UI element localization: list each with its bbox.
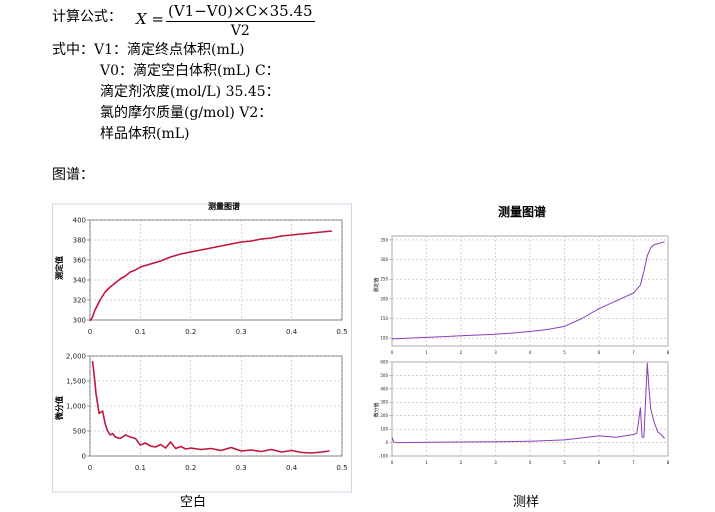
plot-area	[89, 219, 343, 321]
left-bottom-ylabel: 微分值	[54, 396, 64, 421]
x-tick-label: 0.4	[286, 328, 298, 336]
spectrum-label: 图谱：	[52, 167, 94, 183]
x-tick-label: 6	[598, 460, 601, 465]
y-tick-label: 150	[380, 316, 388, 321]
definition-line-4: 氯的摩尔质量(g/mol) V2：	[100, 105, 273, 121]
y-tick-label: 250	[380, 277, 388, 282]
formula-label: 计算公式：	[52, 9, 122, 25]
y-tick-label: 0	[82, 452, 86, 460]
y-tick-label: 320	[73, 296, 86, 304]
y-tick-label: 100	[380, 427, 388, 432]
y-tick-label: 2,000	[66, 352, 86, 360]
x-tick-label: 3	[494, 350, 497, 355]
y-tick-label: 300	[380, 257, 388, 262]
y-tick-label: 300	[73, 316, 86, 324]
x-tick-label: 0	[88, 464, 92, 472]
x-tick-label: 8	[667, 460, 670, 465]
y-tick-label: 360	[73, 256, 86, 264]
right-chart-panel: 测量图谱 测定值 微分值 0 1 2 3 4 5 6 7 8100150200250300350…	[373, 204, 670, 465]
left-chart-panel: 测量图谱 测定值 微分值 0 0.1 0.2 0.3 0.4 0.5 300 320 340 36…	[52, 201, 352, 493]
y-tick-label: 1,500	[66, 377, 86, 385]
y-tick-label: 0	[385, 440, 388, 445]
x-tick-label: 0.5	[336, 328, 347, 336]
y-tick-label: 1,000	[66, 402, 86, 410]
x-tick-label: 2	[460, 460, 463, 465]
y-tick-label: 500	[73, 427, 86, 435]
x-tick-label: 0.4	[286, 464, 298, 472]
y-tick-label: 400	[380, 386, 388, 391]
x-tick-label: 2	[460, 350, 463, 355]
series-line	[89, 230, 332, 322]
right-top-ylabel: 测定值	[373, 277, 380, 292]
right-top-chart: 0 1 2 3 4 5 6 7 8 100 150 200 250 300 350	[380, 235, 670, 355]
definition-line-3: 滴定剂浓度(mol/L) 35.45：	[100, 84, 280, 100]
y-tick-label: 350	[380, 237, 388, 242]
definition-intro: 式中：V1：滴定终点体积(mL)	[52, 42, 245, 58]
y-tick-label: 100	[380, 336, 388, 341]
formula-fraction: (V1−V0)×C×35.45 V2	[166, 2, 315, 39]
x-tick-label: 5	[563, 460, 566, 465]
x-tick-label: 6	[598, 350, 601, 355]
x-tick-label: 0	[88, 328, 92, 336]
x-tick-label: 0.1	[135, 464, 146, 472]
x-tick-label: 0.2	[185, 328, 196, 336]
x-tick-label: 0.2	[185, 464, 196, 472]
left-panel-title: 测量图谱	[208, 201, 240, 211]
left-top-ylabel: 测定值	[54, 256, 64, 280]
right-caption: 测样	[513, 495, 540, 510]
x-tick-label: 7	[632, 350, 635, 355]
right-panel-title: 测量图谱	[498, 204, 546, 219]
x-tick-label: 0.5	[336, 464, 347, 472]
left-top-chart: 0 0.1 0.2 0.3 0.4 0.5 300 320 340 360 380 400	[73, 216, 348, 336]
right-bottom-ylabel: 微分值	[373, 402, 380, 417]
x-tick-label: 1	[425, 460, 428, 465]
x-tick-label: 0.1	[135, 328, 146, 336]
x-tick-label: 0.3	[236, 464, 247, 472]
series-line	[391, 362, 665, 444]
x-tick-label: 8	[667, 350, 670, 355]
y-tick-label: 500	[380, 373, 388, 378]
left-bottom-chart: 0 0.1 0.2 0.3 0.4 0.5 0 500 1,000 1,500 2,000	[66, 352, 348, 472]
y-tick-label: 200	[380, 296, 388, 301]
formula-denominator: V2	[230, 23, 250, 39]
series-line	[391, 241, 665, 340]
y-tick-label: 600	[380, 359, 388, 364]
series-line	[91, 360, 330, 454]
y-tick-label: 380	[73, 236, 86, 244]
plot-area	[391, 361, 669, 457]
y-tick-label: 200	[380, 413, 388, 418]
left-caption: 空白	[180, 495, 207, 510]
x-tick-label: 4	[529, 460, 532, 465]
x-tick-label: 4	[529, 350, 532, 355]
x-tick-label: 5	[563, 350, 566, 355]
y-tick-label: 300	[380, 400, 388, 405]
y-tick-label: 400	[73, 216, 86, 224]
y-tick-label: -100	[379, 453, 389, 458]
formula-lhs: X =	[136, 10, 165, 28]
formula-numerator: (V1−V0)×C×35.45	[166, 2, 315, 22]
x-tick-label: 0	[391, 350, 394, 355]
x-tick-label: 3	[494, 460, 497, 465]
x-tick-label: 0	[391, 460, 394, 465]
definition-line-2: V0：滴定空白体积(mL) C：	[100, 63, 280, 79]
y-tick-label: 340	[73, 276, 86, 284]
x-tick-label: 1	[425, 350, 428, 355]
x-tick-label: 0.3	[236, 328, 247, 336]
definition-line-5: 样品体积(mL)	[100, 126, 190, 142]
x-tick-label: 7	[632, 460, 635, 465]
